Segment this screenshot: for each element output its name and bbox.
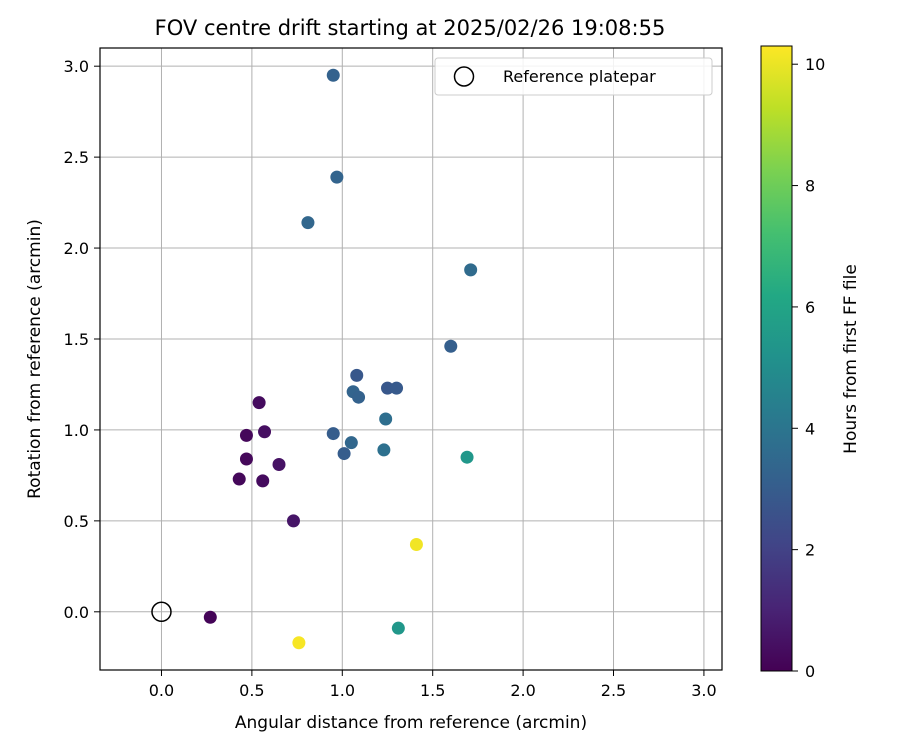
y-axis-label: Rotation from reference (arcmin) bbox=[25, 219, 45, 499]
data-point bbox=[292, 636, 306, 650]
y-tick-label: 2.0 bbox=[64, 239, 89, 258]
data-point bbox=[258, 425, 272, 439]
colorbar-tick-label: 0 bbox=[805, 662, 815, 681]
reference-platepar-marker bbox=[151, 601, 172, 623]
legend: Reference platepar bbox=[434, 57, 713, 96]
colorbar-label: Hours from first FF file bbox=[841, 264, 861, 454]
plot-frame bbox=[99, 47, 723, 671]
data-point bbox=[256, 474, 270, 488]
x-axis-ticks: 0.0 0.5 1.0 1.5 2.0 2.5 3.0 bbox=[149, 670, 717, 700]
y-tick-label: 0.5 bbox=[64, 512, 89, 531]
colorbar-tick-label: 2 bbox=[805, 541, 815, 560]
data-point bbox=[337, 447, 351, 461]
data-point bbox=[460, 450, 474, 464]
data-point bbox=[464, 263, 478, 277]
y-tick-label: 0.0 bbox=[64, 603, 89, 622]
data-point bbox=[390, 381, 404, 395]
chart-title: FOV centre drift starting at 2025/02/26 … bbox=[155, 16, 666, 40]
grid-lines bbox=[100, 48, 722, 670]
data-point bbox=[330, 170, 344, 184]
x-tick-label: 1.5 bbox=[420, 681, 445, 700]
x-tick-label: 3.0 bbox=[691, 681, 716, 700]
y-axis-ticks: 0.0 0.5 1.0 1.5 2.0 2.5 3.0 bbox=[64, 57, 100, 622]
x-tick-label: 0.5 bbox=[239, 681, 264, 700]
colorbar-ticks: 0 2 4 6 8 10 bbox=[792, 55, 825, 681]
colorbar-tick-label: 6 bbox=[805, 298, 815, 317]
y-tick-label: 2.5 bbox=[64, 148, 89, 167]
x-axis-label: Angular distance from reference (arcmin) bbox=[235, 713, 587, 733]
data-point bbox=[286, 514, 300, 528]
data-point bbox=[326, 427, 340, 441]
data-point bbox=[326, 68, 340, 82]
data-point bbox=[350, 368, 364, 382]
y-tick-label: 3.0 bbox=[64, 57, 89, 76]
y-tick-label: 1.0 bbox=[64, 421, 89, 440]
data-point bbox=[409, 538, 423, 552]
legend-marker-icon bbox=[453, 66, 475, 87]
colorbar: 0 2 4 6 8 10 Hours from first FF file bbox=[760, 45, 861, 681]
data-points bbox=[203, 68, 478, 650]
x-tick-label: 0.0 bbox=[149, 681, 174, 700]
y-tick-label: 1.5 bbox=[64, 330, 89, 349]
x-tick-label: 1.0 bbox=[330, 681, 355, 700]
data-point bbox=[203, 610, 217, 624]
data-point bbox=[272, 457, 286, 471]
colorbar-tick-label: 4 bbox=[805, 419, 815, 438]
data-point bbox=[232, 472, 246, 486]
x-tick-label: 2.0 bbox=[510, 681, 535, 700]
data-point bbox=[444, 339, 458, 353]
colorbar-tick-label: 8 bbox=[805, 177, 815, 196]
data-point bbox=[301, 216, 315, 230]
data-point bbox=[252, 396, 266, 410]
data-point bbox=[239, 428, 253, 442]
colorbar-tick-label: 10 bbox=[805, 55, 825, 74]
legend-label: Reference platepar bbox=[503, 67, 656, 86]
legend-box bbox=[434, 57, 713, 96]
data-point bbox=[377, 443, 391, 457]
data-point bbox=[352, 390, 366, 404]
data-point bbox=[391, 621, 405, 635]
data-point bbox=[380, 381, 394, 395]
colorbar-gradient bbox=[760, 45, 793, 672]
x-tick-label: 2.5 bbox=[601, 681, 626, 700]
data-point bbox=[239, 452, 253, 466]
data-point bbox=[344, 436, 358, 450]
data-point bbox=[379, 412, 393, 426]
